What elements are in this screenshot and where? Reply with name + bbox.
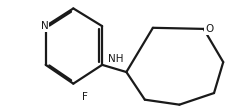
Text: F: F — [82, 92, 87, 102]
Text: NH: NH — [107, 54, 123, 64]
Text: O: O — [204, 24, 213, 34]
Text: N: N — [40, 21, 48, 31]
